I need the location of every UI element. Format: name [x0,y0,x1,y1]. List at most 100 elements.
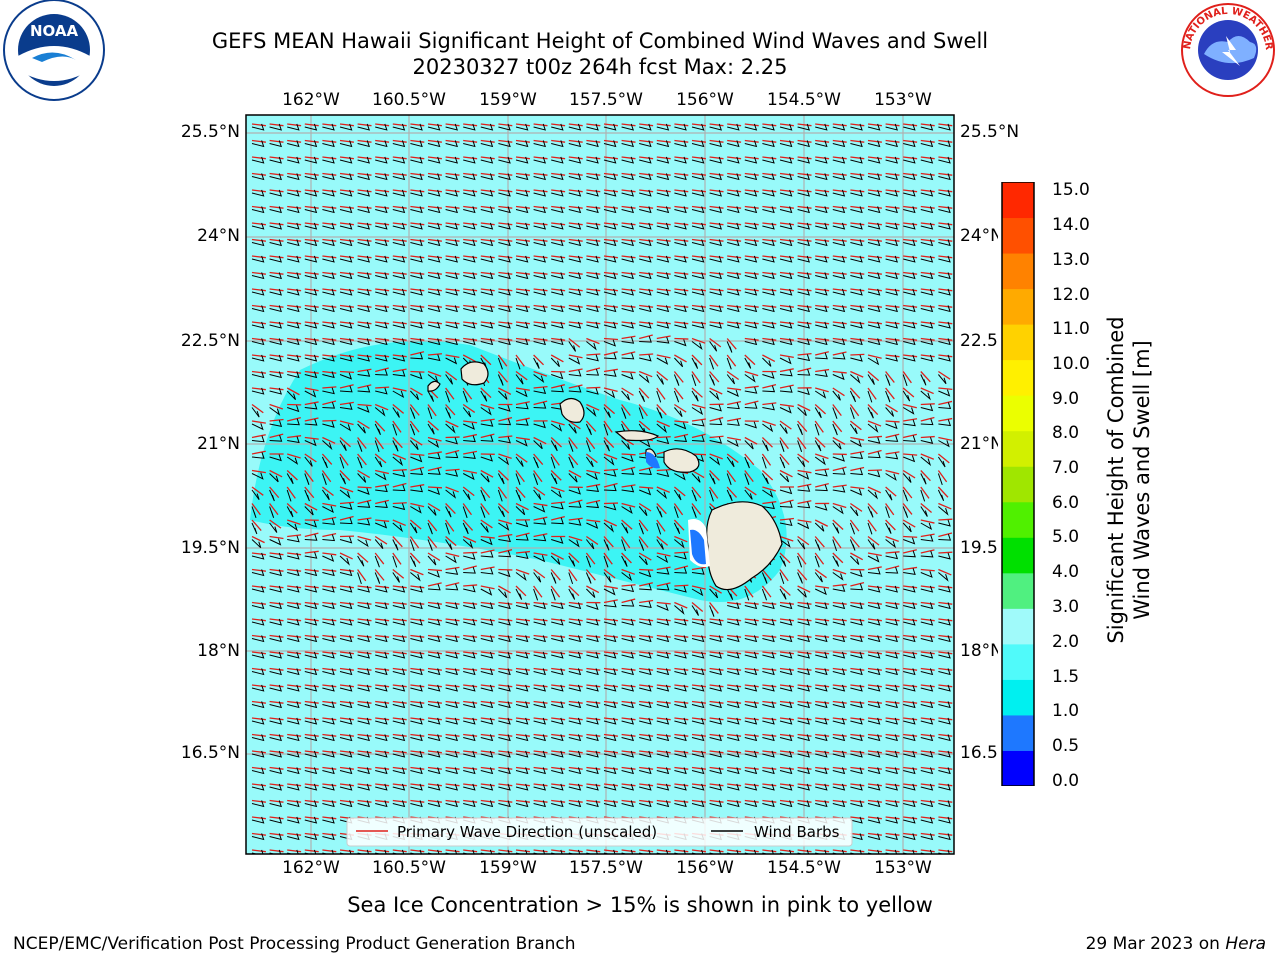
wave-direction-arrow [850,370,864,378]
wave-direction-arrow [815,337,830,341]
wave-direction-arrow [533,172,548,176]
wave-direction-arrow [621,766,636,770]
wave-direction-arrow [885,667,900,671]
wind-barb [903,668,916,676]
wave-direction-arrow [815,651,830,655]
wave-direction-arrow [674,139,689,143]
wind-barb [515,255,529,263]
wave-direction-arrow [603,387,618,393]
wind-barb [674,552,687,560]
wave-direction-arrow [691,433,706,439]
wave-direction-arrow [586,717,601,721]
wind-barb [656,437,670,445]
wind-barb [445,717,458,725]
wind-barb [850,338,863,346]
wave-direction-arrow [410,238,425,242]
wave-direction-arrow [779,238,794,242]
wind-barb [832,423,838,436]
wind-barb [709,684,722,692]
wind-barb [832,338,846,346]
wave-direction-arrow [885,222,900,226]
wind-barb [304,239,318,247]
wind-barb [797,588,807,598]
wind-barb [375,387,388,395]
wave-direction-arrow [603,123,618,127]
wave-direction-arrow [867,634,882,638]
wind-barb [498,436,511,444]
wind-barb [673,522,681,535]
wave-direction-arrow [427,651,442,655]
wave-direction-arrow [427,321,442,325]
wind-barb [480,783,494,791]
wind-barb [638,506,648,516]
wind-barb [674,321,687,329]
wave-direction-arrow [251,304,266,308]
wind-barb [849,390,856,403]
wind-barb [339,767,353,775]
wind-barb [744,701,758,709]
wind-barb [251,816,265,824]
wave-direction-arrow [287,417,301,422]
wind-barb [586,288,599,296]
wave-direction-arrow [251,139,266,143]
island-maui [663,448,700,473]
wind-barb [357,501,371,508]
wave-direction-arrow [498,533,513,538]
wind-barb [287,602,300,610]
wind-barb [797,734,810,742]
wave-direction-arrow [322,684,337,688]
wave-direction-arrow [797,634,812,638]
wave-direction-arrow [903,433,917,439]
wave-direction-arrow [885,371,895,383]
wind-barb [568,701,582,709]
wind-barb [287,800,300,808]
wind-barb [251,783,265,791]
wind-barb [709,404,722,412]
wind-barb [269,140,282,148]
colorbar-swatch [1002,572,1034,609]
wave-direction-arrow [498,667,513,671]
wind-barb [551,717,564,725]
wave-direction-arrow [392,700,407,704]
wave-direction-arrow [779,799,794,803]
wind-barb [410,372,423,380]
wind-barb [744,684,758,692]
wave-direction-arrow [885,354,900,358]
wave-direction-arrow [480,549,495,554]
wind-barb [603,173,617,181]
wind-barb [410,800,423,808]
wind-barb [269,585,282,593]
wind-barb [885,189,898,197]
wave-direction-arrow [639,304,654,308]
wind-barb [392,272,406,280]
wave-direction-arrow [656,420,670,428]
wind-barb [621,455,634,463]
wind-barb [691,189,705,197]
wave-direction-arrow [727,783,742,787]
wave-direction-arrow [322,321,337,325]
wind-barb [850,305,863,313]
wave-direction-arrow [375,304,390,308]
wind-barb [480,550,494,558]
wave-direction-arrow [867,618,882,622]
wave-direction-arrow [815,255,830,259]
wind-barb [568,800,582,808]
wave-direction-arrow [903,337,918,341]
wind-barb [603,767,617,775]
wind-barb [445,583,459,591]
wind-barb [480,522,489,533]
wave-direction-arrow [568,585,580,597]
wind-barb [674,288,687,296]
wind-barb [709,156,722,164]
wave-direction-arrow [463,321,478,325]
wave-direction-arrow [938,585,953,589]
wave-direction-arrow [709,255,724,259]
wind-barb [375,684,388,692]
lon-tick: 156°W [676,858,734,878]
wave-direction-arrow [515,288,530,292]
wind-barb [779,500,793,508]
wave-direction-arrow [674,750,689,754]
wind-barb [515,618,529,626]
wind-barb [251,585,265,593]
wind-barb [586,750,599,758]
